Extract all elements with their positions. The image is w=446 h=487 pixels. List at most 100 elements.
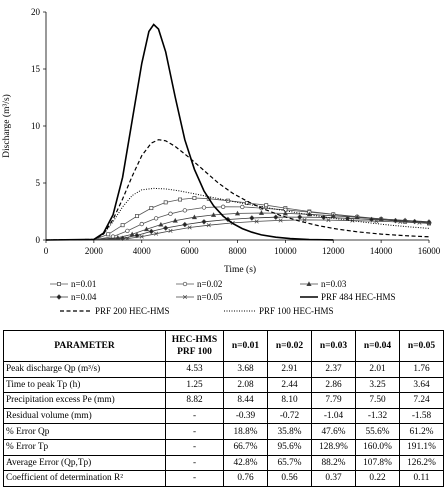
y-tick-label: 0 — [36, 235, 41, 245]
cell-hec-hms: - — [165, 423, 224, 440]
cell-value: 191.1% — [399, 438, 444, 456]
cell-value: 0.11 — [399, 470, 444, 487]
series-line — [45, 212, 430, 241]
cell-value: 3.25 — [355, 376, 400, 394]
data-point — [191, 214, 198, 220]
x-tick-label: 2000 — [85, 246, 104, 256]
table-row: Coefficient of determination R² -0.76 0.56… — [3, 470, 444, 487]
cell-value: 88.2% — [311, 454, 356, 472]
cell-value: 2.44 — [267, 376, 312, 394]
legend-label: PRF 100 HEC-HMS — [259, 306, 334, 316]
data-point — [162, 225, 169, 231]
legend-entry: PRF 100 HEC-HMS — [224, 306, 334, 316]
data-point — [411, 218, 418, 225]
row-label: Residual volume (mm) — [3, 407, 166, 425]
series-line — [45, 139, 430, 241]
axes: 0 5 10 15 20 0 2000 4000 6000 8000 10000 12000 14000… — [31, 7, 441, 256]
series-cross — [45, 217, 432, 241]
data-point — [154, 231, 159, 236]
header-hec-hms: HEC-HMS PRF 100 — [165, 330, 224, 362]
cell-value: 2.86 — [311, 376, 356, 394]
data-point — [57, 282, 61, 286]
cell-value: 47.6% — [311, 423, 356, 440]
header-hec-hms-top: HEC-HMS — [171, 335, 218, 345]
legend-label: PRF 200 HEC-HMS — [95, 306, 170, 316]
table-row: Precipitation excess Pe (mm) 8.82 8.44 8.10… — [3, 392, 444, 409]
x-tick-label: 4000 — [133, 246, 152, 256]
row-label: Precipitation excess Pe (mm) — [3, 392, 166, 409]
legend: n=0.01 n=0.02 n=0.03 n=0.04 n=0.05 PRF 484 HE… — [50, 279, 396, 316]
data-point — [249, 215, 255, 221]
series-line — [45, 219, 430, 241]
data-point — [206, 223, 211, 228]
data-point — [172, 217, 178, 223]
cell-value: 7.79 — [311, 392, 356, 409]
cell-value: 2.01 — [355, 361, 400, 378]
cell-value: 95.6% — [267, 438, 312, 456]
y-tick-label: 15 — [31, 64, 41, 74]
cell-value: 8.44 — [223, 392, 268, 409]
cell-value: 0.76 — [223, 470, 268, 487]
row-label: Coefficient of determination R² — [3, 470, 166, 487]
cell-value: 2.91 — [267, 361, 312, 378]
data-point — [326, 218, 331, 223]
data-point — [168, 228, 173, 233]
y-tick-label: 10 — [31, 121, 41, 131]
header-n-col: n=0.05 — [399, 330, 444, 362]
data-point — [187, 225, 192, 230]
cell-hec-hms: - — [165, 470, 224, 487]
data-point — [163, 200, 168, 205]
data-point — [201, 205, 207, 210]
series-dotted — [45, 187, 430, 241]
x-tick-label: 10000 — [274, 246, 297, 256]
x-tick-label: 14000 — [370, 246, 393, 256]
cell-value: 1.76 — [399, 361, 444, 378]
cell-value: 2.08 — [223, 376, 268, 394]
data-point — [143, 226, 150, 232]
x-tick-label: 12000 — [322, 246, 345, 256]
data-point — [139, 234, 144, 239]
data-point — [210, 212, 217, 217]
data-point — [220, 204, 226, 209]
cell-hec-hms: - — [165, 407, 224, 425]
data-point — [368, 216, 375, 223]
data-point — [240, 204, 245, 210]
legend-label: n=0.03 — [321, 279, 347, 289]
header-n-col: n=0.04 — [355, 330, 400, 362]
cell-value: 61.2% — [399, 423, 444, 440]
data-point — [278, 218, 283, 223]
data-point — [149, 206, 154, 211]
header-parameter: PARAMETER — [3, 330, 166, 362]
data-point — [182, 208, 187, 213]
cell-value: 65.7% — [267, 454, 312, 472]
cell-value: -0.72 — [267, 407, 312, 425]
header-n-col: n=0.03 — [311, 330, 356, 362]
data-point — [182, 221, 188, 228]
series-diamond — [45, 214, 432, 241]
cell-value: 7.24 — [399, 392, 444, 409]
legend-entry: n=0.02 — [176, 279, 222, 289]
cell-hec-hms: - — [165, 438, 224, 456]
series-line — [45, 187, 430, 241]
cell-value: 66.7% — [223, 438, 268, 456]
data-point — [129, 231, 135, 237]
y-tick-label: 20 — [31, 7, 41, 17]
cell-value: 7.50 — [355, 392, 400, 409]
x-tick-label: 6000 — [181, 246, 200, 256]
data-point — [320, 214, 327, 221]
legend-entry: n=0.03 — [300, 279, 347, 289]
cell-value: 0.56 — [267, 470, 312, 487]
results-table: PARAMETER HEC-HMS PRF 100 n=0.01 n=0.02 … — [3, 330, 444, 487]
data-point — [350, 218, 355, 223]
series-line — [45, 216, 430, 241]
legend-entry: PRF 484 HEC-HMS — [300, 292, 396, 302]
row-label: Time to peak Tp (h) — [3, 376, 166, 394]
hydrograph-chart: 0 5 10 15 20 0 2000 4000 6000 8000 10000 12000 14000… — [1, 7, 441, 316]
data-point — [153, 216, 159, 221]
data-point — [120, 223, 125, 228]
cell-value: 42.8% — [223, 454, 268, 472]
cell-hec-hms: 8.82 — [165, 392, 224, 409]
data-point — [258, 210, 265, 215]
cell-value: 128.9% — [311, 438, 356, 456]
x-axis-label: Time (s) — [224, 264, 256, 275]
